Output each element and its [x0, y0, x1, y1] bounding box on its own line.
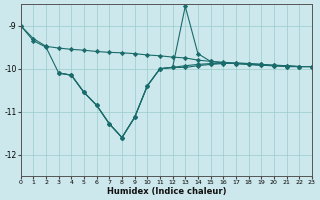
X-axis label: Humidex (Indice chaleur): Humidex (Indice chaleur)	[107, 187, 226, 196]
